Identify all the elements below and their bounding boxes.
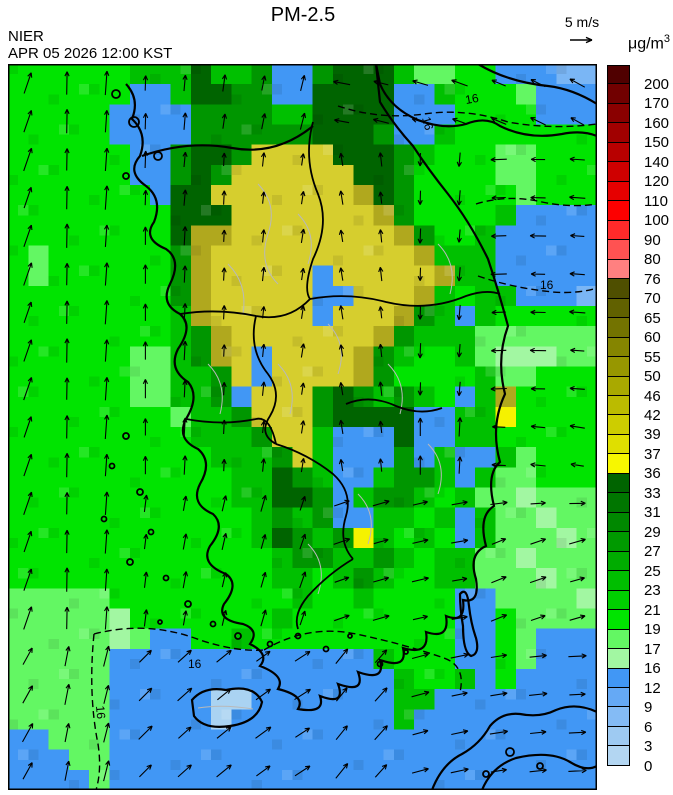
colorbar-tick-label: 33 [644, 484, 661, 502]
colorbar-segment [607, 707, 630, 727]
colorbar-tick-label: 110 [644, 192, 668, 210]
colorbar-tick-label: 0 [644, 757, 653, 775]
colorbar-segment [607, 726, 630, 747]
colorbar: 200 170 160 150 140 120 110 100 90 80 76 70 65 60 55 50… [607, 65, 669, 774]
colorbar-segment [607, 746, 630, 766]
colorbar-tick-label: 29 [644, 523, 661, 541]
colorbar-tick-label: 12 [644, 679, 661, 697]
wind-scale-arrow-icon [552, 33, 612, 52]
contour-label: 16 [464, 91, 480, 107]
colorbar-unit-label: μg/m3 [608, 33, 670, 53]
contour-label: 16 [93, 705, 108, 720]
map-canvas: 16 16 16 16 16 [8, 64, 597, 790]
colorbar-tick-label: 31 [644, 504, 661, 522]
page-title: PM-2.5 [270, 4, 336, 26]
colorbar-segment [607, 571, 630, 591]
colorbar-segment [607, 240, 630, 260]
colorbar-tick-label: 76 [644, 270, 661, 288]
colorbar-segment [607, 84, 630, 104]
colorbar-segment [607, 357, 630, 377]
unit-base: μg/m [627, 35, 664, 53]
colorbar-tick-label: 70 [644, 290, 661, 308]
colorbar-tick-label: 120 [644, 173, 670, 191]
colorbar-segment [607, 454, 630, 474]
island-dots [100, 89, 544, 778]
colorbar-segment [607, 668, 630, 688]
colorbar-tick-label: 42 [644, 407, 661, 424]
colorbar-segment [607, 220, 630, 241]
colorbar-tick-label: 23 [644, 582, 661, 600]
colorbar-segment [607, 629, 630, 650]
colorbar-tick-label: 60 [644, 329, 661, 347]
colorbar-segment [607, 162, 630, 182]
colorbar-segment [607, 123, 630, 143]
colorbar-segment [607, 201, 630, 221]
colorbar-segment [607, 610, 630, 630]
colorbar-tick-label: 65 [644, 309, 661, 327]
contour-label: 16 [188, 657, 202, 671]
colorbar-tick-label: 36 [644, 465, 661, 483]
colorbar-segment [607, 259, 630, 280]
colorbar-segment [607, 142, 630, 163]
colorbar-tick-label: 39 [644, 426, 661, 444]
colorbar-tick-label: 3 [644, 738, 653, 756]
colorbar-segment [607, 688, 630, 708]
datetime-label: APR 05 2026 12:00 KST [8, 45, 173, 62]
colorbar-tick-label: 80 [644, 251, 661, 269]
colorbar-tick-label: 90 [644, 231, 661, 249]
wind-scale-label: 5 m/s [564, 14, 600, 30]
colorbar-tick-label: 200 [644, 75, 670, 93]
colorbar-segment [607, 590, 630, 611]
colorbar-tick-label: 50 [644, 368, 661, 386]
province-boundaries [179, 121, 501, 630]
colorbar-segment [607, 298, 630, 319]
colorbar-segment [607, 415, 630, 435]
colorbar-segment [607, 532, 630, 552]
contour-label: 16 [540, 278, 554, 292]
county-boundaries [197, 183, 453, 710]
colorbar-tick-label: 140 [644, 153, 670, 171]
colorbar-segment [607, 434, 630, 455]
map-border [8, 64, 597, 790]
colorbar-segment [607, 512, 630, 533]
colorbar-segment [607, 551, 630, 572]
colorbar-tick-label: 55 [644, 348, 661, 366]
unit-exponent: 3 [663, 33, 670, 45]
colorbar-tick-label: 150 [644, 134, 670, 152]
colorbar-segment [607, 376, 630, 396]
colorbar-segment [607, 395, 630, 416]
wind-vectors [22, 70, 587, 782]
contour-lines-16 [91, 105, 597, 790]
colorbar-segment [607, 318, 630, 338]
colorbar-tick-label: 37 [644, 445, 661, 463]
colorbar-tick-label: 16 [644, 660, 661, 678]
colorbar-segment [607, 649, 630, 669]
colorbar-segment [607, 65, 630, 85]
colorbar-tick-label: 21 [644, 601, 661, 619]
colorbar-segment [607, 473, 630, 494]
colorbar-tick-label: 17 [644, 640, 661, 658]
agency-label: NIER [8, 28, 44, 45]
colorbar-tick-label: 46 [644, 387, 661, 405]
colorbar-tick-label: 100 [644, 212, 670, 230]
pm25-forecast-map: 16 16 16 16 16 [8, 64, 597, 790]
colorbar-tick-label: 6 [644, 718, 653, 736]
colorbar-segment [607, 103, 630, 124]
colorbar-tick-label: 25 [644, 562, 661, 580]
contour-label: 16 [419, 115, 436, 132]
colorbar-tick-label: 19 [644, 621, 661, 639]
colorbar-segment [607, 181, 630, 202]
colorbar-segment [607, 279, 630, 299]
colorbar-tick-label: 27 [644, 543, 661, 561]
colorbar-tick-label: 160 [644, 114, 670, 132]
colorbar-segment [607, 337, 630, 358]
colorbar-tick-label: 9 [644, 699, 653, 717]
colorbar-segment [607, 493, 630, 513]
colorbar-tick-label: 170 [644, 95, 670, 113]
